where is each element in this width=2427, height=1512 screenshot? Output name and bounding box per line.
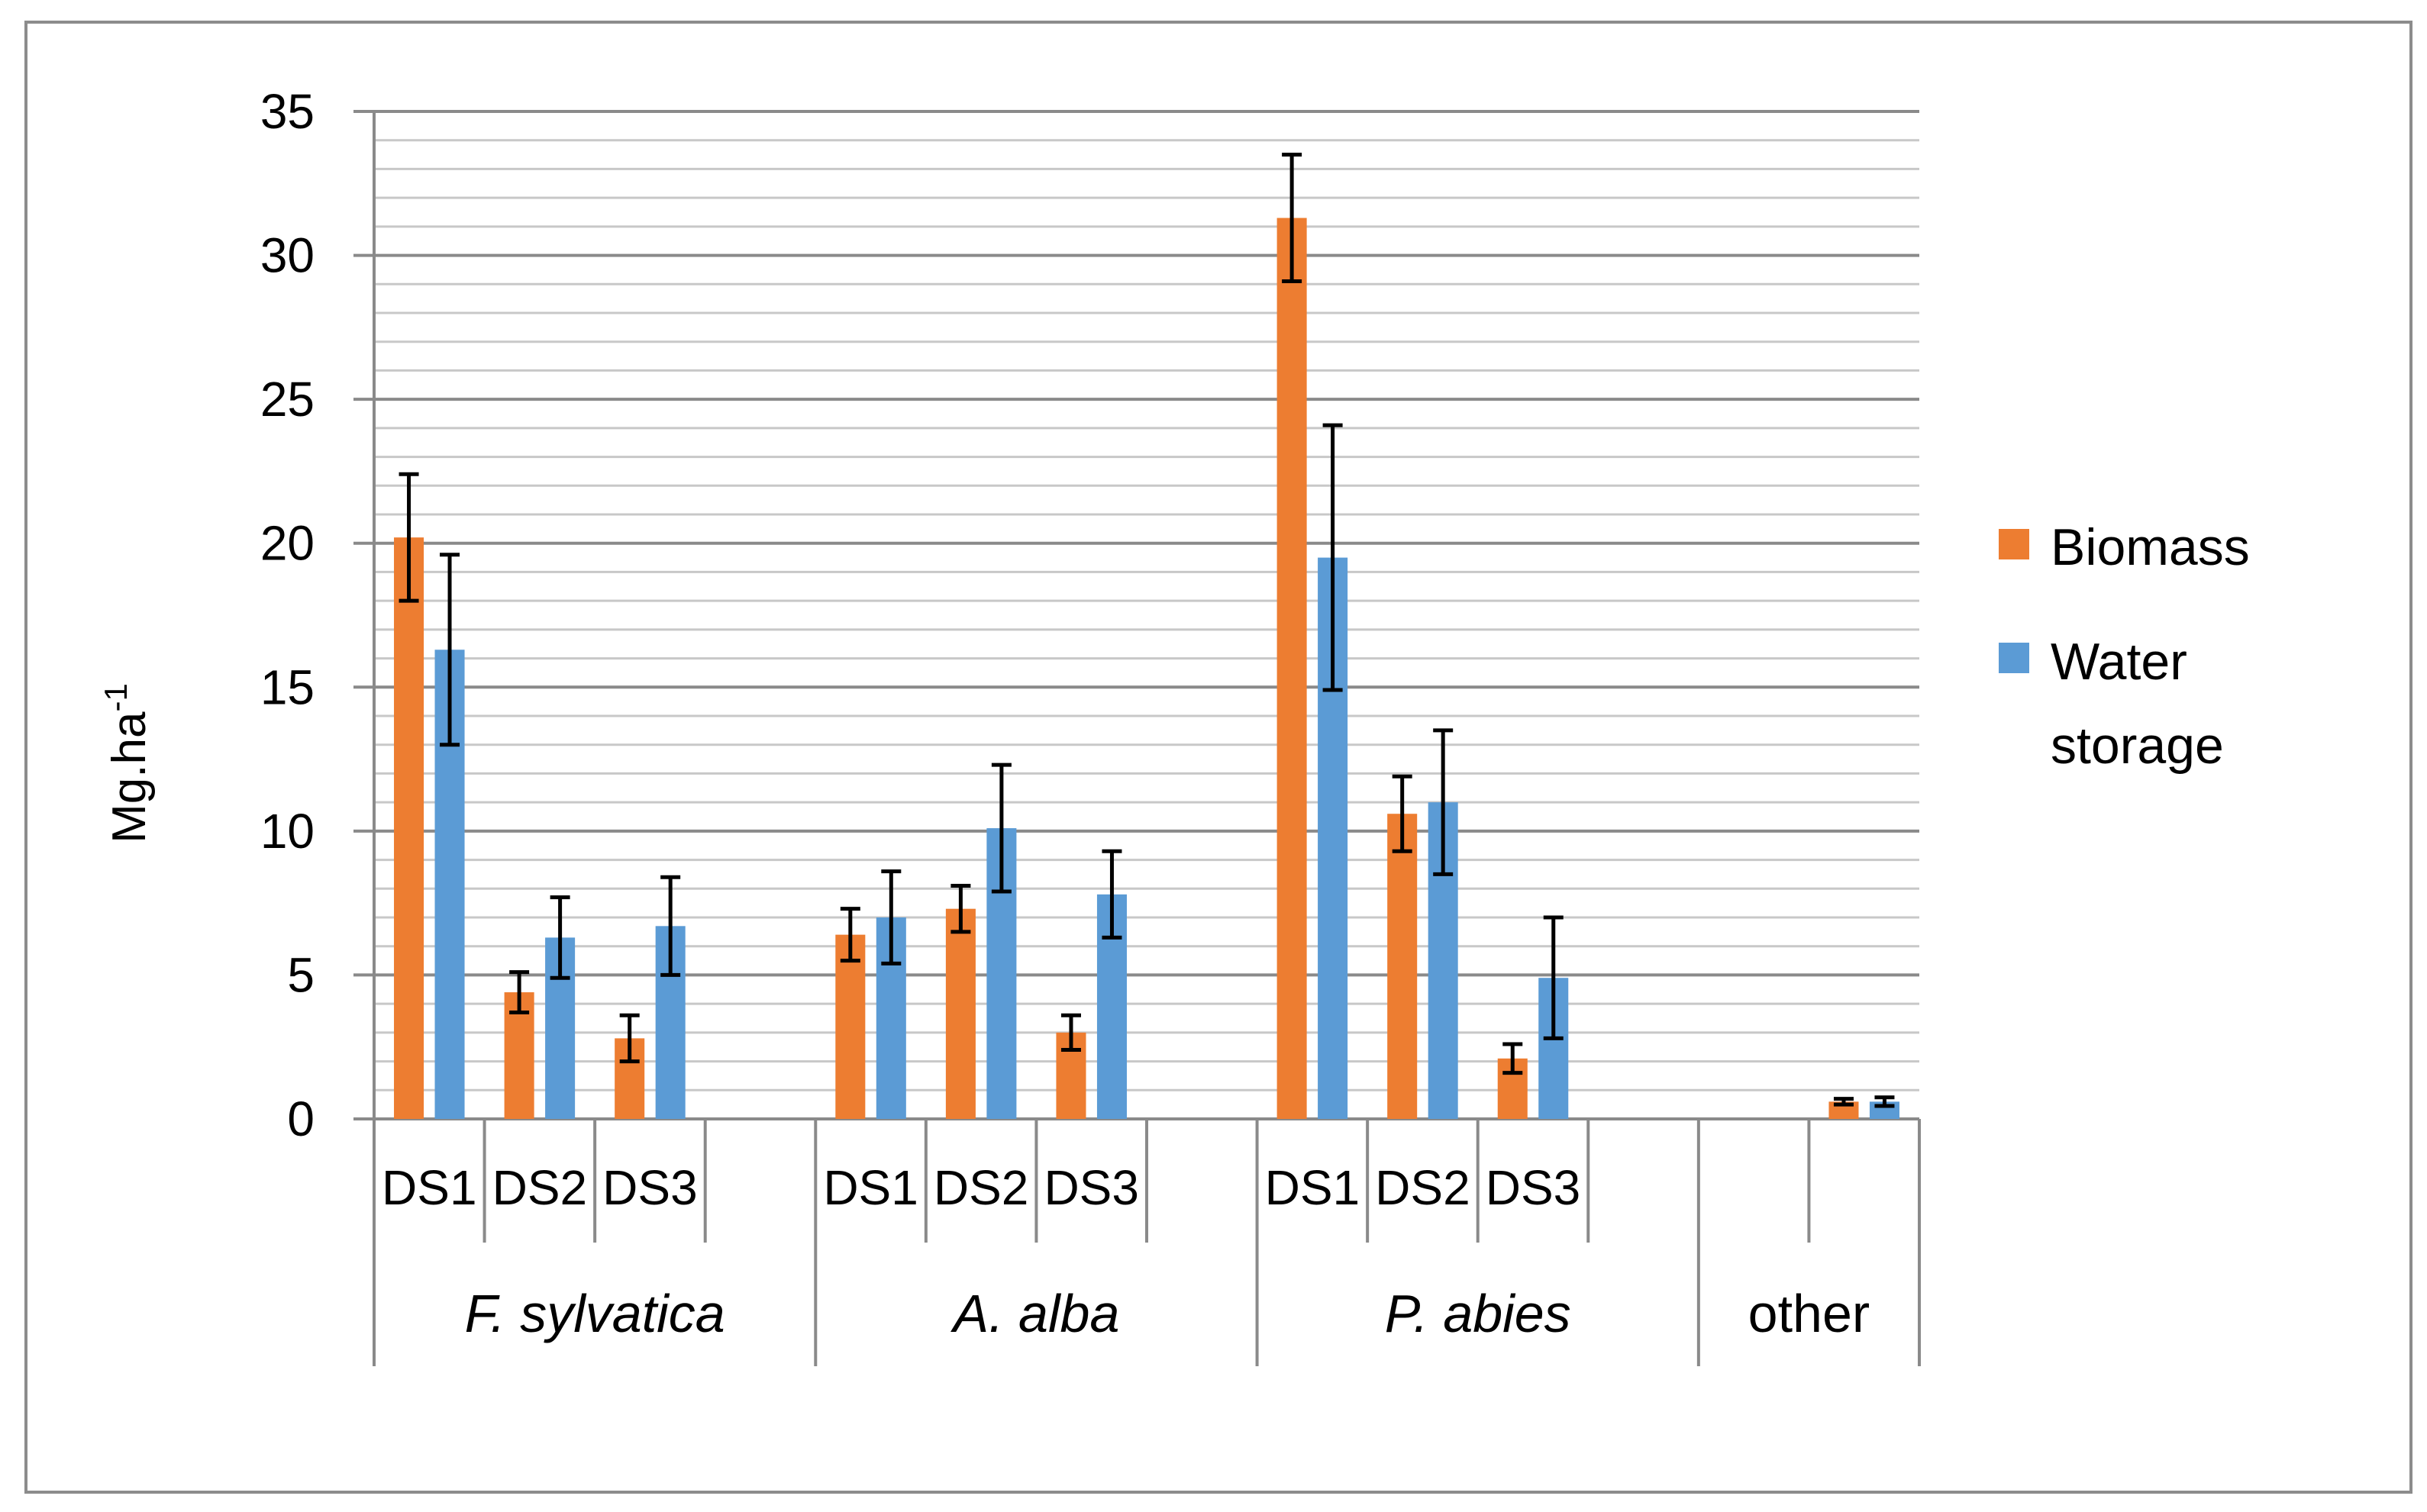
- legend: Biomass Water storage: [1999, 518, 2250, 775]
- error-bar: [950, 884, 971, 934]
- error-bar: [840, 907, 860, 963]
- x-category-label: DS3: [1486, 1160, 1581, 1215]
- legend-label-water-storage-line2: storage: [2051, 717, 2224, 775]
- x-category-labels: DS1 DS2 DS3 DS1 DS2 DS3 DS1 DS2 DS3: [382, 1160, 1580, 1215]
- x-category-label: DS1: [382, 1160, 477, 1215]
- error-bar: [1322, 423, 1343, 692]
- x-category-label: DS3: [602, 1160, 698, 1215]
- y-tick-labels: 0 5 10 15 20 25 30 35: [260, 84, 315, 1146]
- error-bar: [619, 1013, 640, 1064]
- legend-label-biomass: Biomass: [2051, 518, 2250, 576]
- y-tick-label: 10: [260, 804, 315, 859]
- error-bar: [881, 869, 902, 966]
- y-tick-label: 5: [287, 947, 315, 1002]
- y-axis-label-superscript: -1: [98, 683, 134, 711]
- legend-label-water-storage-line1: Water: [2051, 633, 2187, 691]
- x-group-label: F. sylvatica: [465, 1284, 725, 1343]
- bar-biomass: [1276, 218, 1307, 1119]
- error-bar: [1392, 774, 1412, 853]
- bar-biomass: [394, 537, 424, 1119]
- error-bar: [1874, 1095, 1895, 1108]
- x-group-label: P. abies: [1385, 1284, 1571, 1343]
- x-category-label: DS1: [1265, 1160, 1360, 1215]
- bars: [394, 218, 1899, 1119]
- chart-border: [24, 21, 2412, 1494]
- x-category-label: DS2: [1375, 1160, 1470, 1215]
- legend-swatch-water-storage: [1999, 643, 2029, 673]
- error-bars: [399, 153, 1895, 1108]
- x-category-label: DS2: [492, 1160, 588, 1215]
- y-tick-label: 15: [260, 659, 315, 714]
- error-bar: [509, 970, 530, 1014]
- error-bar: [1282, 153, 1302, 284]
- bar-biomass: [1387, 814, 1418, 1119]
- error-bar: [1060, 1013, 1081, 1052]
- error-bar: [1502, 1042, 1523, 1075]
- x-category-label: DS1: [823, 1160, 918, 1215]
- error-bar: [550, 895, 570, 980]
- error-bar: [1543, 915, 1564, 1040]
- bar-biomass: [835, 934, 866, 1119]
- error-bar: [991, 762, 1012, 894]
- x-group-label: other: [1748, 1284, 1870, 1343]
- error-bar: [1433, 728, 1454, 876]
- y-tick-label: 20: [260, 516, 315, 571]
- error-bar: [1102, 849, 1122, 940]
- x-group-label: A. alba: [950, 1284, 1119, 1343]
- y-tick-label: 0: [287, 1091, 315, 1146]
- x-category-label: DS3: [1044, 1160, 1139, 1215]
- x-category-label: DS2: [934, 1160, 1029, 1215]
- x-group-labels: F. sylvatica A. alba P. abies other: [465, 1284, 1870, 1343]
- bar-biomass: [945, 908, 976, 1119]
- error-bar: [440, 553, 460, 747]
- y-tick-label: 25: [260, 372, 315, 427]
- error-bar: [399, 472, 419, 603]
- legend-swatch-biomass: [1999, 529, 2029, 559]
- y-tick-label: 35: [260, 84, 315, 139]
- y-axis-label: Mg.ha-1: [98, 683, 156, 843]
- error-bar: [660, 875, 681, 977]
- error-bar: [1833, 1097, 1854, 1107]
- y-tick-label: 30: [260, 228, 315, 283]
- y-axis-label-text: Mg.ha: [103, 711, 156, 843]
